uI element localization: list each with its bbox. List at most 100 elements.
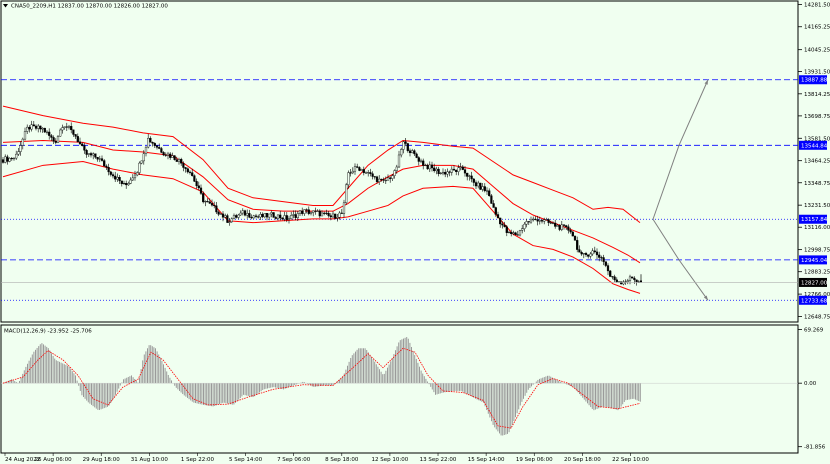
candle-body[interactable]: [138, 162, 141, 173]
candle-body[interactable]: [631, 276, 634, 279]
dropdown-triangle-icon[interactable]: [3, 4, 8, 8]
candle-body[interactable]: [109, 171, 112, 175]
candle-body[interactable]: [567, 226, 570, 231]
candle-body[interactable]: [404, 141, 407, 144]
candle-body[interactable]: [224, 215, 227, 218]
candle-body[interactable]: [397, 154, 401, 168]
candle-body[interactable]: [6, 156, 9, 162]
candle-body[interactable]: [345, 184, 348, 204]
candle-body[interactable]: [523, 223, 526, 229]
candle-body[interactable]: [477, 182, 480, 187]
candle-body[interactable]: [37, 125, 40, 129]
candle-body[interactable]: [360, 169, 363, 171]
candle-body[interactable]: [85, 150, 88, 155]
candle-body[interactable]: [543, 219, 546, 222]
candle-body[interactable]: [591, 250, 594, 255]
candle-body[interactable]: [186, 168, 189, 173]
candle-body[interactable]: [314, 210, 317, 212]
candle-body[interactable]: [111, 174, 115, 177]
candle-body[interactable]: [622, 281, 625, 285]
candle-body[interactable]: [593, 250, 596, 253]
candle-body[interactable]: [72, 129, 75, 135]
candle-body[interactable]: [439, 172, 442, 174]
candle-body[interactable]: [215, 205, 218, 213]
candle-body[interactable]: [633, 277, 636, 281]
candle-body[interactable]: [213, 204, 216, 207]
candle-body[interactable]: [151, 141, 154, 144]
candle-body[interactable]: [316, 210, 319, 212]
candle-body[interactable]: [182, 163, 185, 168]
candle-body[interactable]: [70, 126, 73, 131]
candle-body[interactable]: [578, 249, 581, 253]
candle-body[interactable]: [389, 177, 392, 179]
candle-body[interactable]: [184, 167, 187, 169]
candle-body[interactable]: [534, 218, 537, 220]
candle-body[interactable]: [298, 210, 302, 214]
candle-body[interactable]: [369, 172, 372, 174]
candle-body[interactable]: [362, 169, 365, 173]
candle-body[interactable]: [455, 169, 458, 172]
candle-body[interactable]: [518, 230, 522, 236]
candle-body[interactable]: [468, 175, 471, 177]
candle-body[interactable]: [45, 131, 49, 133]
candle-body[interactable]: [580, 251, 583, 255]
candle-body[interactable]: [147, 137, 150, 148]
candle-body[interactable]: [600, 257, 603, 259]
candle-body[interactable]: [501, 223, 504, 226]
candle-body[interactable]: [191, 172, 194, 176]
candle-body[interactable]: [61, 127, 64, 131]
candle-body[interactable]: [92, 153, 95, 156]
candle-body[interactable]: [94, 153, 97, 158]
candle-body[interactable]: [28, 126, 31, 130]
candle-body[interactable]: [263, 213, 266, 218]
candle-body[interactable]: [232, 215, 236, 220]
candle-body[interactable]: [516, 234, 519, 236]
candle-body[interactable]: [26, 126, 29, 132]
candle-body[interactable]: [120, 180, 123, 185]
candle-body[interactable]: [230, 218, 233, 223]
candle-body[interactable]: [340, 212, 343, 214]
candle-body[interactable]: [257, 216, 260, 218]
candle-body[interactable]: [281, 217, 284, 220]
candle-body[interactable]: [609, 270, 612, 277]
candle-body[interactable]: [246, 213, 249, 216]
candle-body[interactable]: [153, 143, 156, 146]
candle-body[interactable]: [485, 190, 489, 192]
candle-body[interactable]: [63, 126, 66, 128]
candle-body[interactable]: [382, 179, 385, 181]
candle-body[interactable]: [380, 178, 383, 180]
candle-body[interactable]: [39, 125, 42, 130]
candle-body[interactable]: [527, 221, 530, 223]
candle-body[interactable]: [582, 253, 585, 255]
candle-body[interactable]: [118, 177, 121, 182]
candle-body[interactable]: [43, 127, 46, 133]
candle-body[interactable]: [576, 240, 579, 250]
candle-body[interactable]: [103, 160, 106, 167]
candle-body[interactable]: [307, 209, 310, 214]
candle-body[interactable]: [144, 146, 148, 154]
candle-body[interactable]: [560, 224, 563, 230]
candle-body[interactable]: [573, 235, 577, 241]
candle-body[interactable]: [466, 172, 469, 177]
projection-path[interactable]: [652, 79, 709, 220]
candle-body[interactable]: [406, 143, 409, 151]
candle-body[interactable]: [173, 155, 176, 160]
candle-body[interactable]: [76, 136, 79, 143]
candle-body[interactable]: [604, 261, 607, 266]
candle-body[interactable]: [136, 172, 139, 176]
candle-body[interactable]: [569, 230, 572, 233]
candle-body[interactable]: [158, 147, 161, 149]
candle-body[interactable]: [613, 276, 616, 281]
candle-body[interactable]: [507, 231, 511, 233]
support-resistance-levels[interactable]: [1, 79, 798, 301]
candle-body[interactable]: [367, 172, 370, 174]
candle-body[interactable]: [545, 219, 548, 221]
candle-body[interactable]: [505, 226, 508, 233]
candle-body[interactable]: [287, 218, 291, 221]
candle-body[interactable]: [402, 141, 405, 150]
candle-body[interactable]: [459, 166, 462, 169]
candle-body[interactable]: [206, 201, 209, 203]
candle-body[interactable]: [193, 175, 196, 182]
candle-body[interactable]: [384, 180, 387, 182]
